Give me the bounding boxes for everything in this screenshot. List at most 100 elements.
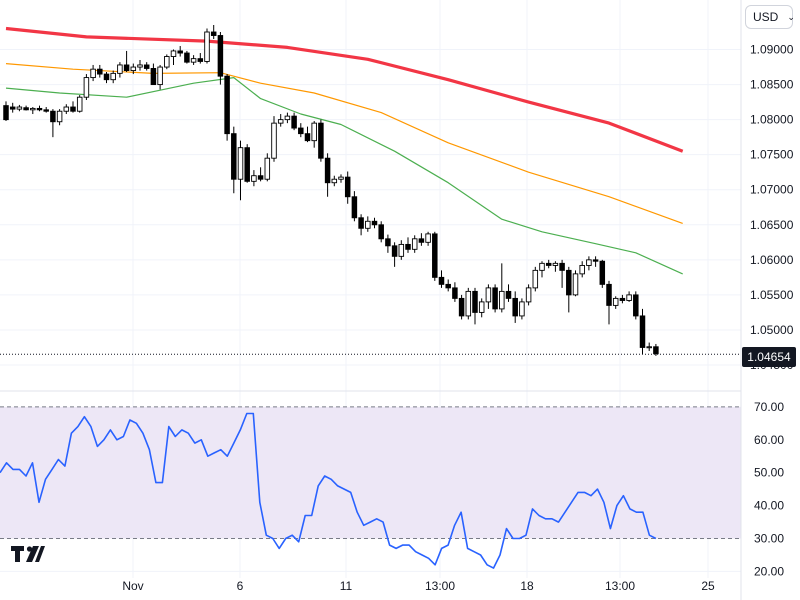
candle-body-up (499, 290, 505, 310)
candle-body-up (237, 147, 244, 180)
candle-body-up (110, 72, 116, 81)
time-tick-label: Nov (122, 579, 143, 593)
price-tick-label: 1.05000 (750, 323, 794, 337)
candle-body-up (204, 31, 210, 62)
price-tick-label: 1.07000 (750, 183, 794, 197)
candle (76, 95, 83, 113)
candle-body-down (432, 233, 438, 278)
candle (143, 62, 150, 71)
candle-body-up (365, 220, 371, 229)
candle (398, 240, 405, 260)
candle-body-up (425, 233, 431, 243)
candle-body-down (210, 31, 217, 36)
candle (324, 153, 331, 197)
time-axis[interactable]: Nov 6 11 13:00 18 13:00 25 (122, 579, 715, 593)
candle (472, 287, 478, 325)
candle (190, 55, 197, 65)
candle-body-up (137, 64, 143, 68)
candle-body-down (633, 294, 639, 317)
candle (566, 266, 572, 313)
candle (56, 109, 63, 126)
candle-body-down (103, 73, 110, 81)
candle-body-down (592, 259, 599, 262)
candle-body-up (552, 262, 559, 266)
candle (311, 121, 317, 148)
candle (298, 123, 304, 138)
candle (586, 256, 592, 271)
rsi-band (0, 406, 741, 539)
candle (177, 46, 183, 57)
candles (3, 25, 659, 356)
rsi-tick-label: 20.00 (754, 564, 784, 578)
candle-body-up (646, 346, 652, 349)
candle-body-down (653, 346, 659, 355)
candle-body-up (626, 294, 632, 301)
candle-body-up (271, 122, 277, 159)
candle-body-down (559, 262, 565, 271)
candle-body-down (3, 105, 9, 121)
candle (445, 279, 451, 292)
price-tick-label: 1.05500 (750, 288, 794, 302)
candle (63, 104, 70, 115)
rsi-tick-label: 40.00 (754, 499, 784, 513)
candle-body-down (639, 315, 646, 348)
candle (164, 54, 170, 70)
candle (512, 291, 518, 323)
candle (43, 107, 49, 113)
candle-body-up (525, 287, 532, 303)
candle-body-down (150, 68, 157, 86)
candle-body-down (358, 217, 364, 229)
candle-body-down (385, 238, 391, 247)
candle-body-down (512, 297, 518, 317)
currency-selector[interactable]: USD ⌄ (745, 5, 795, 29)
time-tick-label: 11 (340, 579, 353, 593)
candle (277, 114, 284, 127)
rsi-line (0, 412, 657, 569)
time-tick-label: 25 (701, 579, 715, 593)
chevron-down-icon: ⌄ (787, 11, 795, 22)
candle (365, 216, 371, 232)
candle-body-up (411, 238, 418, 250)
candle (653, 343, 659, 356)
candle (545, 259, 552, 269)
candle-body-up (277, 119, 284, 124)
candle-body-down (566, 269, 572, 296)
candle (83, 74, 90, 101)
candle (264, 153, 271, 182)
candle (579, 261, 585, 278)
candle (559, 259, 565, 288)
candle-body-down (324, 157, 331, 184)
candle-body-up (83, 77, 90, 98)
candle-body-down (452, 287, 458, 299)
candle-body-up (284, 115, 291, 121)
candle (3, 101, 9, 122)
candle-body-down (619, 297, 626, 301)
candle (606, 280, 612, 325)
candle (519, 298, 525, 320)
candle (304, 126, 311, 143)
candle (16, 104, 23, 112)
price-tick-label: 1.09000 (750, 43, 794, 57)
candle-body-up (117, 64, 123, 74)
candle (572, 270, 579, 297)
candle (291, 112, 297, 131)
candle-body-down (418, 238, 425, 243)
candle (385, 234, 391, 253)
candle-body-up (157, 66, 163, 86)
candle-body-down (391, 245, 398, 257)
candle (103, 71, 110, 84)
candle-body-down (123, 64, 130, 72)
candle (411, 235, 418, 253)
candle-body-up (465, 290, 472, 317)
rsi-axis[interactable]: 70.00 60.00 50.00 40.00 30.00 20.00 (754, 400, 784, 579)
candle (499, 263, 505, 313)
candle-body-down (438, 276, 445, 285)
candle (90, 64, 96, 82)
last-price-label: 1.04654 (742, 347, 796, 367)
candle-body-up (586, 259, 592, 266)
candle-body-up (579, 264, 585, 275)
candle (485, 284, 492, 309)
candle (418, 233, 425, 246)
price-axis[interactable]: 1.09000 1.08500 1.08000 1.07500 1.07000 1.065… (750, 43, 794, 372)
